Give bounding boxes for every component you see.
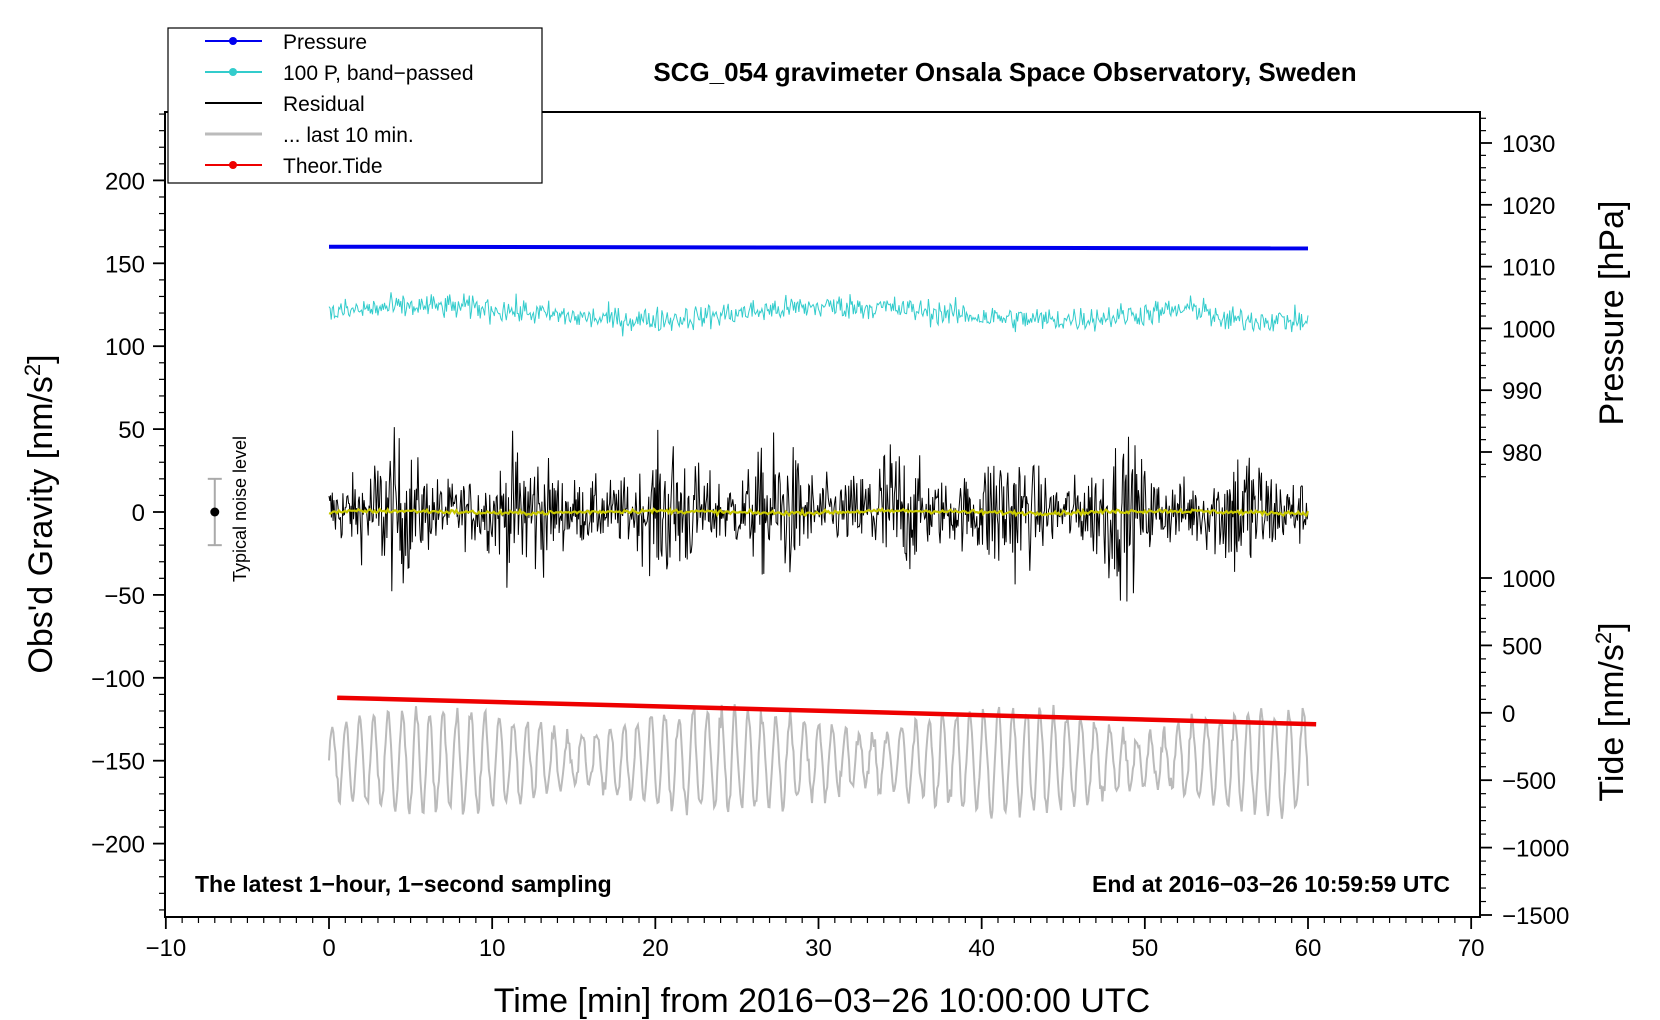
y-left-tick-label: −50 [104,583,145,610]
ticks-layer: −10 0 10 20 30 40 50 60 70−200−150−100−500501001… [91,113,1569,962]
x-tick-label: 0 [322,935,335,962]
pressure-tick-label: 980 [1502,440,1542,467]
series-last-10-min-line [328,704,1309,819]
tide-tick-label: −1500 [1502,903,1569,930]
left-axis-title: Obs'd Gravity [nm/s2] [20,354,61,673]
noise-level-indicator [207,477,222,547]
pressure-tick-label: 1020 [1502,193,1555,220]
legend-label: 100 P, band−passed [283,62,474,85]
tide-tick-label: 500 [1502,633,1542,660]
y-left-tick-label: 150 [105,251,145,278]
x-tick-label: 70 [1458,935,1485,962]
pressure-tick-label: 1000 [1502,316,1555,343]
annotation-sampling: The latest 1−hour, 1−second sampling [195,871,612,897]
pressure-tick-label: 990 [1502,378,1542,405]
y-left-tick-label: 200 [105,168,145,195]
x-tick-label: 20 [642,935,669,962]
y-left-tick-label: 100 [105,334,145,361]
x-axis-title: Time [min] from 2016−03−26 10:00:00 UTC [494,982,1150,1020]
tide-tick-label: 1000 [1502,566,1555,593]
tide-axis-title-sup: 2 [1591,632,1616,644]
pressure-tick-label: 1030 [1502,131,1555,158]
tide-tick-label: −500 [1502,768,1556,795]
left-axis-title-sup: 2 [20,364,45,376]
series-pressure-line [328,244,1309,251]
pressure-tick-label: 1010 [1502,255,1555,282]
annotation-end-time: End at 2016−03−26 10:59:59 UTC [1092,871,1450,897]
series-bandpassed-pressure-line [328,292,1309,337]
legend-swatch-marker [229,68,237,76]
tide-tick-label: −1000 [1502,836,1569,863]
legend-label: Theor.Tide [283,155,383,178]
legend: Pressure 100 P, band−passed Residual ... la… [167,27,543,184]
series-theoretical-tide-line [337,695,1317,727]
tide-axis-title-end: ] [1593,622,1631,631]
series-residual-line [328,427,1309,602]
left-axis-title-end: ] [22,354,60,363]
x-tick-label: −10 [145,935,186,962]
plot-frame [164,111,1481,918]
noise-level-label: Typical noise level [230,436,250,582]
legend-label: Residual [283,93,365,116]
y-left-tick-label: 50 [118,417,145,444]
x-tick-label: 60 [1295,935,1322,962]
x-tick-label: 50 [1131,935,1158,962]
legend-swatch-marker [229,161,237,169]
pressure-axis-title: Pressure [hPa] [1593,201,1631,426]
legend-label: ... last 10 min. [283,124,414,147]
noise-bar-dot [210,507,220,517]
y-left-tick-label: −150 [91,749,145,776]
legend-box [167,27,543,184]
legend-swatch-marker [229,37,237,45]
tide-tick-label: 0 [1502,701,1515,728]
legend-label: Pressure [283,31,367,54]
left-axis-title-main: Obs'd Gravity [nm/s [22,376,60,673]
chart-title: SCG_054 gravimeter Onsala Space Observat… [653,57,1356,87]
series-residual-smoothed-line [328,506,1310,518]
y-left-tick-label: 0 [132,500,145,527]
x-tick-label: 40 [968,935,995,962]
y-left-tick-label: −100 [91,666,145,693]
series-layer [328,244,1317,819]
x-tick-label: 10 [479,935,506,962]
tide-axis-title-main: Tide [nm/s [1593,644,1631,801]
y-left-tick-label: −200 [91,832,145,859]
tide-axis-title: Tide [nm/s2] [1591,622,1632,801]
x-tick-label: 30 [805,935,832,962]
